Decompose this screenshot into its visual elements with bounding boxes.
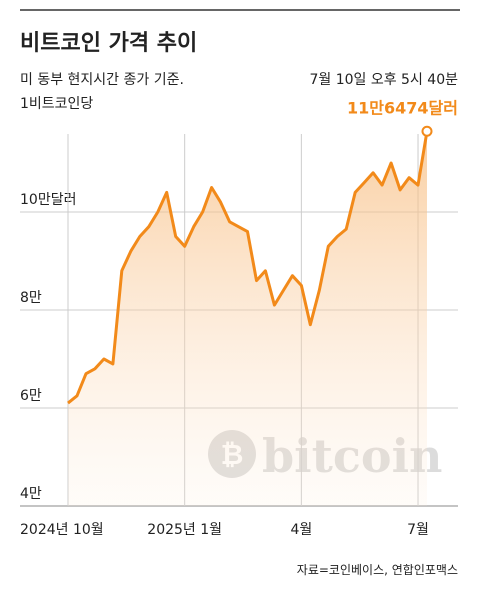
x-tick-label: 7월 bbox=[407, 522, 429, 538]
x-tick-label: 4월 bbox=[290, 522, 312, 538]
value-label: 11만6474달러 bbox=[347, 98, 458, 117]
subtitle: 미 동부 현지시간 종가 기준. bbox=[20, 72, 184, 88]
source: 자료=코인베이스, 연합인포맥스 bbox=[297, 563, 458, 577]
subtitle: 1비트코인당 bbox=[20, 96, 93, 112]
x-tick-label: 2025년 1월 bbox=[147, 522, 222, 538]
end-point bbox=[421, 125, 433, 137]
y-tick-label: 6만 bbox=[20, 388, 42, 404]
x-tick-label: 2024년 10월 bbox=[20, 522, 104, 538]
y-tick-label: 8만 bbox=[20, 290, 42, 306]
line bbox=[67, 131, 429, 405]
y-tick-label: 4만 bbox=[20, 486, 42, 502]
chart-title: 비트코인 가격 추이 bbox=[20, 31, 197, 56]
y-tick-label: 10만달러 bbox=[20, 192, 76, 208]
area bbox=[68, 131, 427, 507]
annotation: 7월 10일 오후 5시 40분 bbox=[309, 72, 458, 88]
